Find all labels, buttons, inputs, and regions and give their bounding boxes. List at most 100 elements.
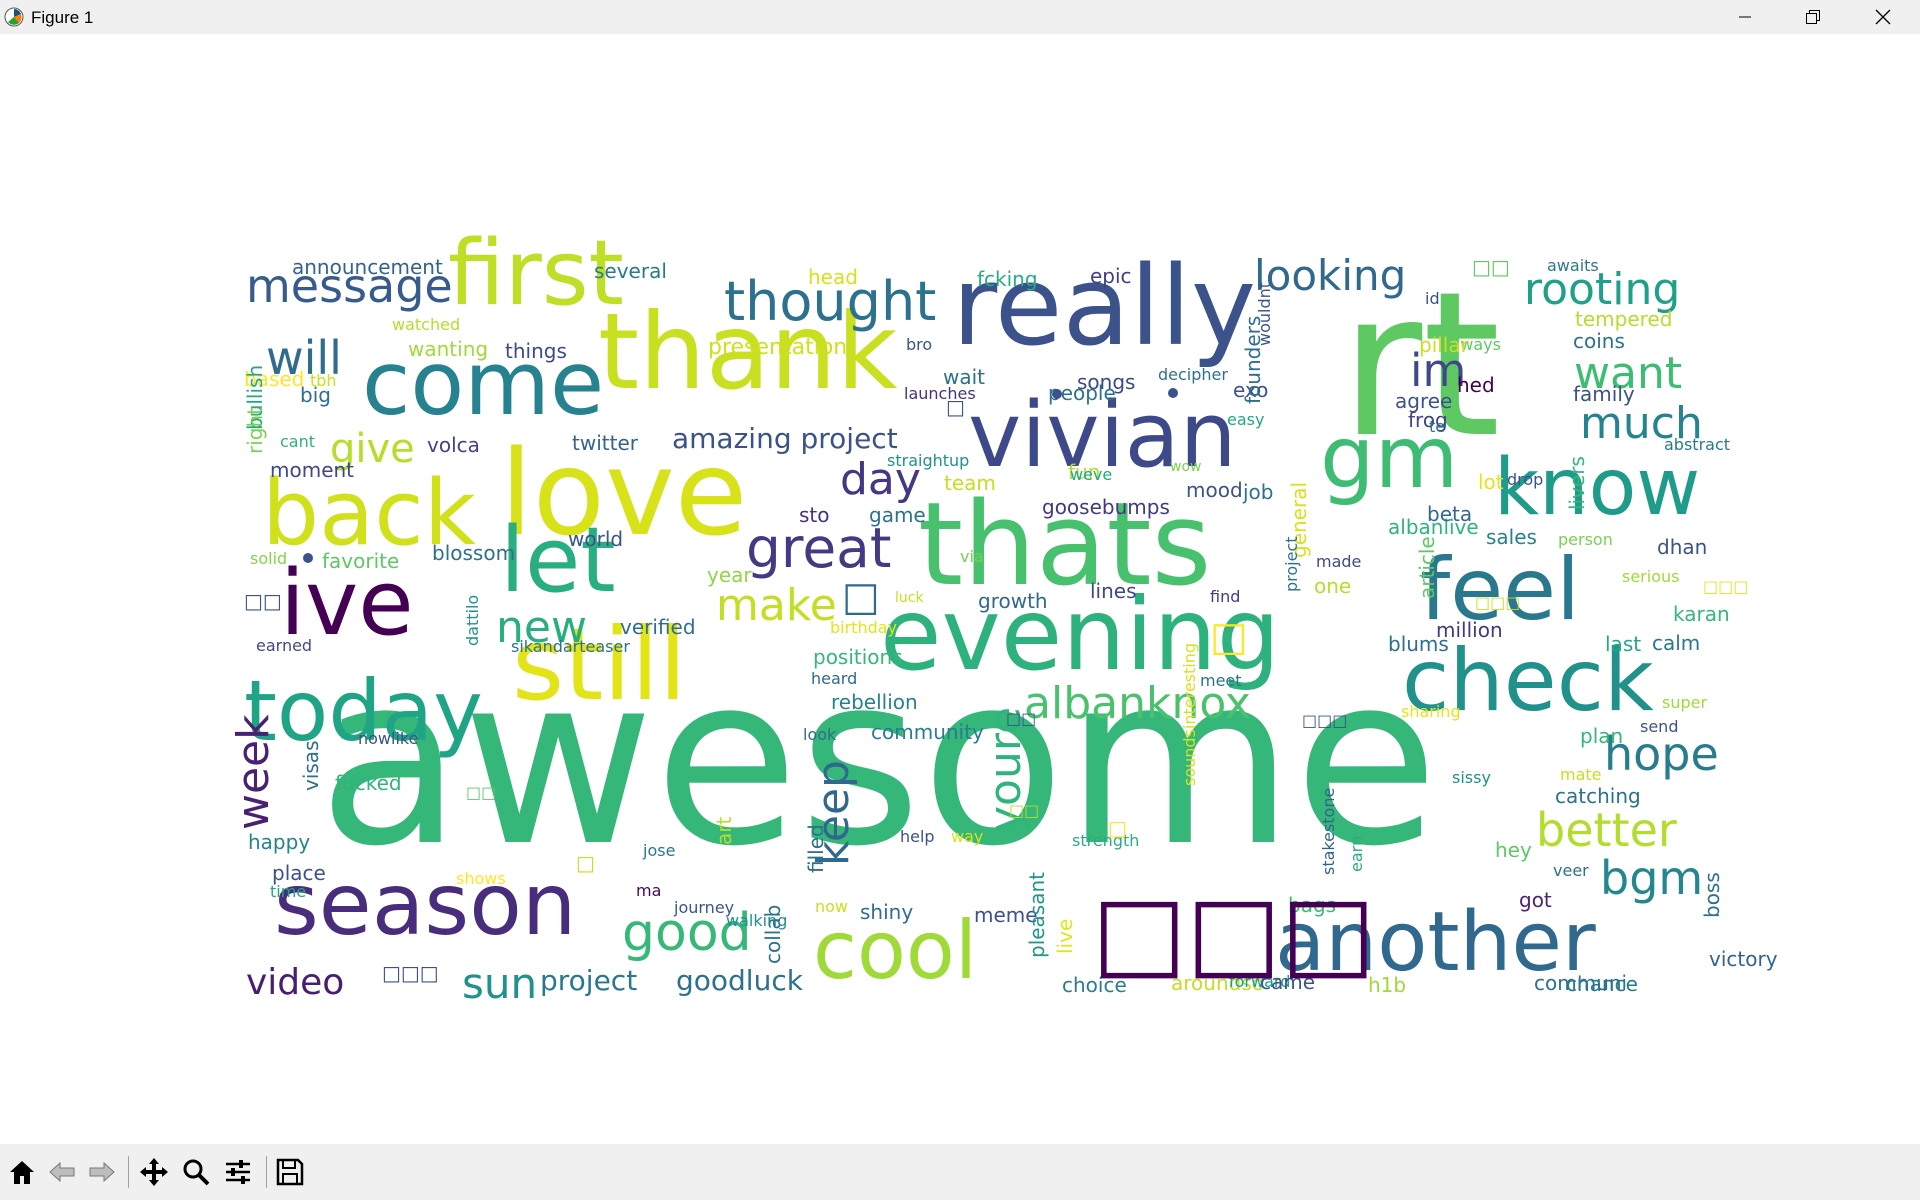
back-button[interactable] xyxy=(44,1154,80,1190)
wordcloud-word: happy xyxy=(248,830,310,854)
wordcloud-word: communi xyxy=(1534,971,1627,995)
wordcloud-word: general xyxy=(1287,482,1311,558)
wordcloud-word: youre xyxy=(980,707,1031,832)
wordcloud-word: visas xyxy=(299,741,323,792)
wordcloud-word: aroundso xyxy=(1171,971,1264,995)
wordcloud-word: pleasant xyxy=(1025,872,1049,958)
wordcloud-word: come xyxy=(362,332,604,435)
wordcloud-word: meme xyxy=(974,903,1038,927)
wordcloud-word: moment xyxy=(270,458,354,482)
wordcloud-word: hed xyxy=(1457,373,1495,397)
wordcloud-word: luck xyxy=(895,590,924,606)
wordcloud-word: livers xyxy=(1565,456,1589,510)
wordcloud-word: straightup xyxy=(887,451,969,470)
wordcloud-word: made xyxy=(1316,552,1361,571)
wordcloud-word: fcking xyxy=(977,267,1038,291)
close-button[interactable] xyxy=(1848,0,1918,34)
wordcloud-word: via xyxy=(960,547,984,566)
wordcloud-dot xyxy=(1168,388,1178,398)
wordcloud-word: songs xyxy=(1077,370,1135,394)
wordcloud-word: dhan xyxy=(1657,535,1707,559)
wordcloud-word: shiny xyxy=(860,900,913,924)
wordcloud-word: thats xyxy=(918,478,1211,612)
wordcloud-word: soundsinteresting xyxy=(1180,643,1199,786)
wordcloud-missing-glyph-word: □□□ xyxy=(382,961,439,985)
save-floppy-icon xyxy=(276,1158,304,1186)
minimize-icon xyxy=(1739,16,1751,18)
wordcloud-word: fucked xyxy=(335,771,402,795)
wordcloud-word: article xyxy=(1415,536,1439,599)
wordcloud-word: today xyxy=(244,662,483,760)
wordcloud-word: game xyxy=(869,503,926,527)
wordcloud-word: season xyxy=(274,855,576,955)
wordcloud-word: thank xyxy=(598,291,898,413)
wordcloud-word: make xyxy=(716,580,837,631)
wordcloud-word: message xyxy=(246,259,453,313)
window-titlebar: Figure 1 xyxy=(0,0,1920,34)
wordcloud-word: super xyxy=(1662,693,1707,712)
wordcloud-word: ive xyxy=(280,551,414,656)
wordcloud-word: know xyxy=(1494,443,1700,533)
wordcloud-word: project xyxy=(1282,536,1301,592)
close-icon xyxy=(1875,9,1891,25)
zoom-button[interactable] xyxy=(178,1154,214,1190)
wordcloud-word: million xyxy=(1436,618,1503,642)
wordcloud-word: coins xyxy=(1573,329,1625,353)
wordcloud-word: want xyxy=(1574,348,1682,399)
wordcloud-word: mate xyxy=(1560,765,1602,784)
forward-button[interactable] xyxy=(84,1154,120,1190)
wordcloud-word: strength xyxy=(1072,831,1139,850)
wordcloud-word: thought xyxy=(724,270,936,333)
wordcloud-word: wanting xyxy=(408,337,488,361)
configure-subplots-button[interactable] xyxy=(220,1154,256,1190)
wordcloud-word: feel xyxy=(1420,540,1580,640)
wordcloud-word: twitter xyxy=(572,431,639,455)
wordcloud-word: walking xyxy=(726,911,787,930)
wordcloud-word: solid xyxy=(250,549,287,568)
wordcloud-word: look xyxy=(803,725,837,744)
wordcloud-word: volca xyxy=(427,433,480,457)
wordcloud-word: albanknox xyxy=(1024,678,1251,729)
wordcloud-word: based xyxy=(244,367,304,391)
home-button[interactable] xyxy=(4,1154,40,1190)
wordcloud-word: sto xyxy=(799,503,830,527)
wordcloud-word: collab xyxy=(761,905,785,964)
subplots-config-icon xyxy=(226,1160,250,1184)
pan-button[interactable] xyxy=(136,1154,172,1190)
save-button[interactable] xyxy=(272,1154,308,1190)
wordcloud-missing-glyph-word: □□□ xyxy=(1302,711,1347,730)
wordcloud-word: vivian xyxy=(968,383,1237,488)
wordcloud-word: give xyxy=(330,426,415,472)
wordcloud-word: weve xyxy=(1070,465,1112,484)
wordcloud-word: im xyxy=(1410,344,1466,397)
pan-move-icon xyxy=(140,1158,168,1186)
wordcloud-missing-glyph-word: □□ xyxy=(1472,255,1510,279)
wordcloud-word: choice xyxy=(1062,973,1127,997)
wordcloud-word: journey xyxy=(673,898,734,917)
back-arrow-icon xyxy=(49,1161,75,1183)
wordcloud-word: heard xyxy=(811,669,857,688)
wordcloud-word: jose xyxy=(642,841,675,860)
wordcloud-word: mood xyxy=(1186,478,1243,502)
figure-canvas[interactable]: awesome rt really thank love thats first vivian… xyxy=(0,34,1920,1144)
wordcloud-word: hey xyxy=(1495,838,1532,862)
restore-button[interactable] xyxy=(1778,0,1848,34)
wordcloud-word: evening xyxy=(880,576,1280,693)
wordcloud-missing-glyph-word: □ xyxy=(842,574,880,620)
wordcloud-word: help xyxy=(900,827,935,846)
minimize-button[interactable] xyxy=(1710,0,1780,34)
wordcloud-word: te xyxy=(1429,417,1445,436)
wordcloud-word: sikandarteaser xyxy=(511,637,630,656)
wordcloud-word: awesome xyxy=(318,625,1439,898)
wordcloud-word: presentation xyxy=(708,335,847,360)
matplotlib-app-icon xyxy=(4,7,24,27)
wordcloud-word: let xyxy=(500,508,616,613)
wordcloud-word: wow xyxy=(1170,459,1201,475)
wordcloud-word: place xyxy=(272,861,326,885)
wordcloud-word: week xyxy=(228,714,279,830)
wordcloud-word: great xyxy=(746,516,891,580)
wordcloud-word: art xyxy=(712,817,736,845)
wordcloud-word: find xyxy=(1210,587,1240,606)
wordcloud-word: drop xyxy=(1507,470,1543,489)
wordcloud-word: rooting xyxy=(1524,264,1680,315)
